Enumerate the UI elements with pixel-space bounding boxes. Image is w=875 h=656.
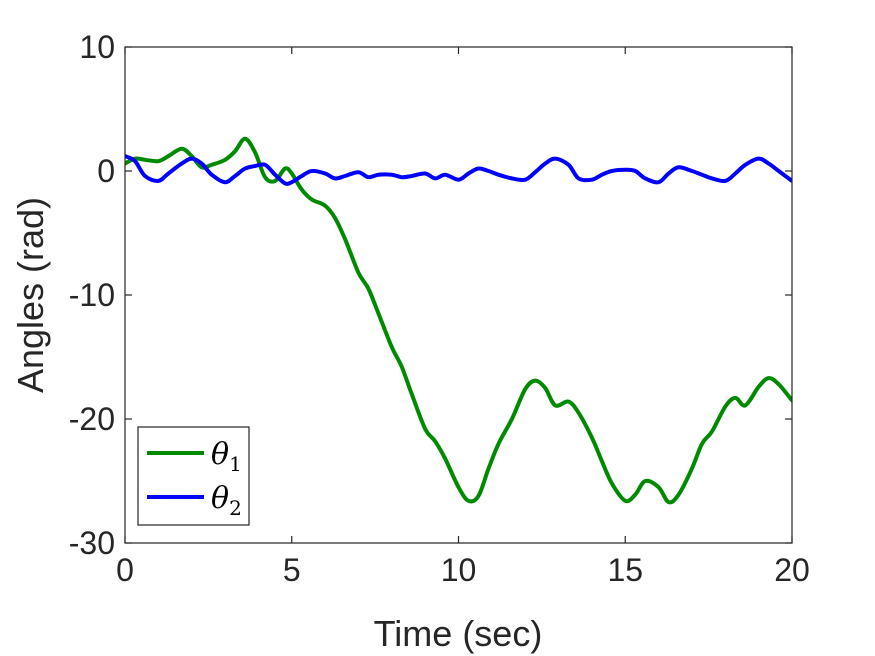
y-tick-label: -30 <box>69 525 115 561</box>
series-line-theta2 <box>125 154 792 186</box>
x-tick-label: 20 <box>774 552 810 588</box>
y-tick-label: 0 <box>97 153 115 189</box>
tick-labels-layer: 0 5 10 15 20 -30 -20 -10 0 10 <box>69 29 810 588</box>
y-tick-label: -10 <box>69 277 115 313</box>
series-line-theta1 <box>125 136 792 505</box>
legend-subscript-theta1: 1 <box>229 452 242 476</box>
x-tick-label: 15 <box>607 552 643 588</box>
y-tick-label: 10 <box>79 29 115 65</box>
x-tick-label: 5 <box>283 552 301 588</box>
legend: θ1 θ2 <box>137 426 250 526</box>
legend-symbol-theta1: θ <box>211 437 229 472</box>
y-tick-label: -20 <box>69 401 115 437</box>
legend-subscript-theta2: 2 <box>229 496 242 520</box>
legend-box <box>137 426 250 526</box>
x-axis-title: Time (sec) <box>374 613 543 654</box>
ticks-layer <box>124 46 793 544</box>
x-tick-label: 0 <box>116 552 134 588</box>
y-axis-title: Angles (rad) <box>10 197 51 393</box>
x-tick-label: 10 <box>441 552 477 588</box>
legend-label-theta2: θ2 <box>211 481 242 520</box>
legend-symbol-theta2: θ <box>211 481 229 516</box>
legend-label-theta1: θ1 <box>211 437 242 476</box>
series-layer <box>125 136 792 505</box>
